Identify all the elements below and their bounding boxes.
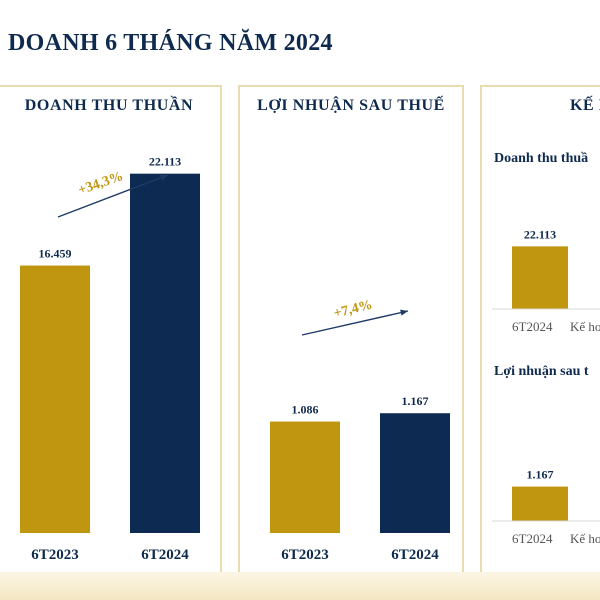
- data-label: 1.086: [292, 403, 319, 417]
- category-label: 6T2024: [391, 547, 439, 563]
- profit-panel: LỢI NHUẬN SAU THUẾ 1.086 6T2023 1.167 6T202…: [238, 85, 464, 575]
- plan-category-label: 6T2024: [512, 319, 553, 334]
- bar-6t2023: [270, 421, 340, 533]
- profit-chart: 1.086 6T2023 1.167 6T2024 +7,4%: [270, 298, 450, 563]
- data-label: 1.167: [402, 394, 429, 408]
- growth-label: +7,4%: [332, 298, 374, 322]
- growth-arrow-line: [301, 310, 409, 336]
- data-label: 22.113: [149, 155, 181, 169]
- bar-6t2024: [130, 173, 200, 533]
- plan-data-label: 1.167: [527, 468, 554, 482]
- plan-profit-chart: 1.167 6T2024 Kế ho: [492, 468, 600, 546]
- plan-category-label: Kế ho: [570, 531, 600, 546]
- plan-panel-title: KẾ H: [570, 97, 600, 114]
- growth-arrow-head: [160, 174, 168, 181]
- revenue-panel: DOANH THU THUẦN 16.459 6T2023 22.113 6T2024…: [0, 85, 222, 575]
- page-title: DOANH 6 THÁNG NĂM 2024: [8, 30, 333, 56]
- category-label: 6T2024: [141, 547, 189, 563]
- plan-category-label: 6T2024: [512, 531, 553, 546]
- revenue-panel-title: DOANH THU THUẦN: [24, 97, 194, 114]
- plan-bar-0: [512, 246, 568, 309]
- plan-panel: KẾ H Doanh thu thuầ 22.113 6T2024 Kế hoạ L…: [480, 85, 600, 575]
- plan-bar-0: [512, 486, 568, 521]
- plan-profit-subtitle: Lợi nhuận sau t: [494, 364, 589, 379]
- growth-arrow-head: [400, 309, 408, 316]
- category-label: 6T2023: [31, 547, 79, 563]
- plan-category-label: Kế hoạ: [570, 319, 600, 334]
- data-label: 16.459: [39, 247, 72, 261]
- plan-data-label: 22.113: [524, 227, 556, 241]
- growth-arrow-line: [57, 174, 169, 218]
- bar-6t2024: [380, 413, 450, 533]
- bar-6t2023: [20, 265, 90, 533]
- category-label: 6T2023: [281, 547, 329, 563]
- plan-revenue-subtitle: Doanh thu thuầ: [494, 151, 589, 166]
- plan-revenue-chart: 22.113 6T2024 Kế hoạ: [492, 227, 600, 334]
- bottom-band: [0, 572, 600, 600]
- profit-panel-title: LỢI NHUẬN SAU THUẾ: [257, 97, 445, 114]
